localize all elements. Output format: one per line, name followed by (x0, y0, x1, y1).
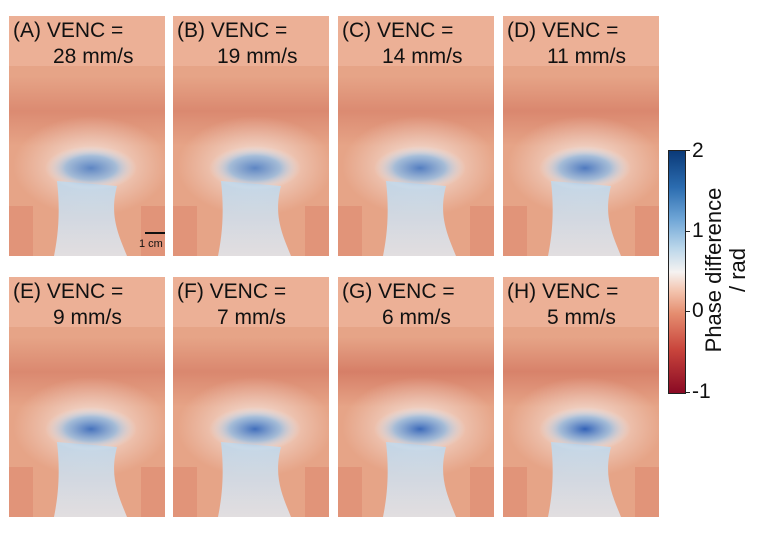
panel-venc-value: 5 mm/s (547, 306, 616, 329)
phase-map-panel: (D) VENC = 11 mm/s (503, 16, 659, 256)
panel-letter: (D) VENC = (507, 19, 619, 42)
colorbar-tick-label: 0 (692, 299, 704, 322)
panel-venc-value: 14 mm/s (382, 45, 463, 68)
phase-map-image (173, 277, 329, 517)
colorbar-title-line1: Phase difference (701, 187, 726, 353)
panel-venc-value: 9 mm/s (53, 306, 122, 329)
colorbar-title: Phase difference / rad (701, 150, 750, 390)
panel-label: (A) VENC = 28 mm/s (13, 18, 134, 70)
colorbar-tick (685, 150, 690, 151)
phase-map-image (503, 16, 659, 256)
panel-label: (B) VENC = 19 mm/s (177, 18, 298, 70)
scale-bar-label: 1 cm (139, 238, 163, 250)
panel-venc-value: 19 mm/s (217, 45, 298, 68)
colorbar: 2 1 0 -1 Phase difference / rad (668, 140, 768, 403)
phase-map-image (503, 277, 659, 517)
panel-letter: (E) VENC = (13, 280, 124, 303)
colorbar-tick (685, 311, 690, 312)
panel-letter: (G) VENC = (342, 280, 455, 303)
panel-label: (C) VENC = 14 mm/s (342, 18, 463, 70)
phase-map-image (9, 277, 165, 517)
panel-label: (H) VENC = 5 mm/s (507, 279, 618, 331)
colorbar-tick (685, 231, 690, 232)
panel-venc-value: 11 mm/s (547, 45, 626, 68)
panel-venc-value: 28 mm/s (53, 45, 134, 68)
panel-venc-value: 6 mm/s (382, 306, 451, 329)
colorbar-tick-label: 2 (692, 139, 704, 162)
phase-map-panel: (H) VENC = 5 mm/s (503, 277, 659, 517)
panel-label: (G) VENC = 6 mm/s (342, 279, 455, 331)
phase-map-panel: (F) VENC = 7 mm/s (173, 277, 329, 517)
panel-letter: (H) VENC = (507, 280, 619, 303)
colorbar-tick (685, 392, 690, 393)
phase-map-image (338, 16, 494, 256)
colorbar-tick-label: -1 (692, 380, 711, 403)
phase-map-panel: (E) VENC = 9 mm/s (9, 277, 165, 517)
panel-letter: (A) VENC = (13, 19, 124, 42)
phase-map-panel: (A) VENC = 28 mm/s 1 cm (9, 16, 165, 256)
colorbar-title-line2: / rad (725, 247, 750, 293)
colorbar-tick-label: 1 (692, 219, 704, 242)
panel-label: (D) VENC = 11 mm/s (507, 18, 626, 70)
phase-map-image (173, 16, 329, 256)
panel-label: (F) VENC = 7 mm/s (177, 279, 286, 331)
scale-bar: 1 cm (129, 212, 165, 256)
phase-map-image (338, 277, 494, 517)
phase-map-panel: (B) VENC = 19 mm/s (173, 16, 329, 256)
scale-bar-horizontal (145, 232, 165, 234)
panel-letter: (B) VENC = (177, 19, 288, 42)
phase-map-panel: (G) VENC = 6 mm/s (338, 277, 494, 517)
phase-map-image (9, 16, 165, 256)
panel-letter: (C) VENC = (342, 19, 454, 42)
panel-label: (E) VENC = 9 mm/s (13, 279, 123, 331)
panel-venc-value: 7 mm/s (217, 306, 286, 329)
colorbar-gradient (668, 150, 686, 394)
panel-letter: (F) VENC = (177, 280, 287, 303)
phase-map-panel: (C) VENC = 14 mm/s (338, 16, 494, 256)
